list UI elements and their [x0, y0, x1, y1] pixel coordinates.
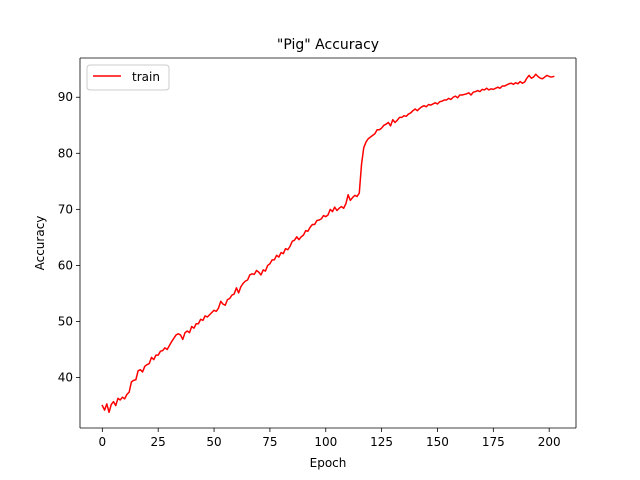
y-tick-label: 90	[58, 90, 73, 104]
x-tick-label: 0	[99, 435, 107, 449]
y-tick-label: 50	[58, 314, 73, 328]
x-tick-label: 175	[482, 435, 505, 449]
x-tick-label: 125	[370, 435, 393, 449]
x-axis-label: Epoch	[310, 456, 347, 470]
x-tick-label: 25	[151, 435, 166, 449]
y-tick-label: 40	[58, 371, 73, 385]
x-tick-label: 150	[426, 435, 449, 449]
y-tick-label: 60	[58, 258, 73, 272]
y-tick-label: 80	[58, 146, 73, 160]
y-tick-label: 70	[58, 202, 73, 216]
x-tick-label: 200	[538, 435, 561, 449]
axes-frame	[79, 57, 577, 429]
x-tick-label: 50	[206, 435, 221, 449]
series-line-train	[101, 73, 555, 414]
chart-title: "Pig" Accuracy	[277, 37, 379, 53]
x-tick-label: 75	[262, 435, 277, 449]
plot-area	[80, 58, 576, 428]
legend: train	[86, 64, 170, 91]
y-axis-ticks: 40 50 60 70 80 90	[58, 90, 80, 385]
legend-box	[86, 64, 170, 91]
x-axis-ticks: 0 25 50 75 100 125 150 175 200	[99, 428, 561, 449]
legend-label-train: train	[132, 70, 160, 84]
y-axis-label: Accuracy	[33, 216, 47, 271]
x-tick-label: 100	[314, 435, 337, 449]
